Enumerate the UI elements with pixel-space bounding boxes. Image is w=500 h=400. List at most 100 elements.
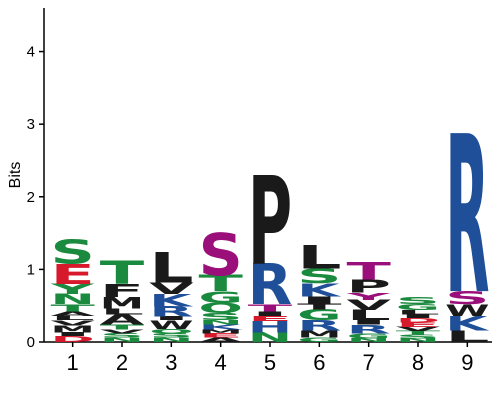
logo-letter: I	[50, 332, 94, 338]
logo-letter: S	[445, 288, 489, 309]
logo-letter: T	[198, 271, 242, 296]
logo-letter: E	[198, 332, 242, 339]
logo-letter: D	[396, 317, 440, 324]
logo-letter: T	[248, 302, 293, 314]
logo-letter: I	[297, 294, 341, 306]
logo-letter: L	[100, 307, 144, 316]
logo-letter: E	[50, 258, 94, 290]
logo-letter: S	[198, 223, 242, 290]
logo-letter: I	[396, 313, 440, 319]
x-tick-label: 4	[215, 350, 227, 375]
logo-letter: W	[149, 318, 193, 332]
logo-letter: S	[396, 334, 440, 340]
logo-letter: R	[248, 253, 292, 318]
x-tick-label: 3	[165, 350, 177, 375]
logo-letter: F	[100, 281, 144, 302]
logo-letter: P	[248, 151, 292, 293]
logo-letter: H	[248, 318, 292, 336]
logo-letter: N	[50, 292, 94, 308]
y-tick-label: 3	[27, 116, 35, 133]
logo-letter: N	[100, 336, 144, 343]
logo-letter: K	[445, 312, 490, 335]
logo-letter: A	[100, 312, 145, 328]
logo-letter: G	[346, 332, 390, 340]
logo-letter: E	[396, 321, 440, 328]
logo-letter: S	[396, 295, 440, 306]
logo-letter: V	[346, 297, 391, 313]
logo-letter: I	[346, 319, 390, 326]
logo-letter: T	[100, 323, 145, 331]
logo-letter: V	[100, 329, 145, 335]
x-tick-label: 9	[461, 350, 473, 375]
y-tick-label: 0	[27, 334, 35, 351]
logo-letter: K	[198, 323, 243, 331]
y-tick-label: 2	[27, 189, 35, 206]
logo-letter: S	[198, 311, 242, 322]
logo-letter: N	[346, 337, 390, 343]
logo-letter: W	[445, 302, 489, 320]
logo-letter: I	[248, 310, 292, 317]
logo-letter: M	[297, 328, 341, 340]
logo-letter: V	[50, 319, 95, 327]
logo-letter: R	[445, 92, 489, 343]
logo-letter: A	[50, 310, 95, 317]
y-tick-label: 1	[27, 261, 35, 278]
logo-letter: G	[297, 307, 341, 324]
logo-letter: G	[198, 288, 242, 306]
logo-letter: D	[50, 335, 94, 344]
logo-letter: E	[248, 314, 292, 322]
logo-letter: T	[50, 302, 95, 314]
x-tick-label: 7	[363, 350, 375, 375]
logo-letter: T	[100, 255, 144, 292]
logo-letter: P	[346, 276, 390, 297]
logo-letter: K	[149, 291, 194, 311]
logo-letter: A	[198, 336, 243, 343]
logo-letter: S	[149, 332, 193, 339]
logo-letter: Y	[346, 291, 392, 302]
letter-stacks: DIMVLATNYESNSVTALMFTNSQWIRKVLAEMKNSQGTSN…	[50, 92, 491, 346]
logo-letter: N	[198, 319, 242, 326]
logo-letter: V	[149, 279, 194, 298]
logo-letter: L	[149, 244, 193, 293]
x-tick-label: 8	[412, 350, 424, 375]
x-tick-label: 2	[116, 350, 128, 375]
logo-letter: K	[297, 280, 341, 301]
logo-letter: S	[297, 265, 341, 288]
logo-letter: Y	[50, 281, 95, 297]
logo-letter: N	[396, 337, 440, 343]
logo-letter: L	[346, 307, 390, 323]
logo-letter: L	[297, 239, 341, 276]
logo-letter: Q	[149, 328, 193, 335]
x-tick-label: 5	[264, 350, 276, 375]
logo-letter: L	[50, 315, 94, 322]
logo-letter: L	[396, 309, 440, 316]
logo-letter: S	[50, 233, 94, 272]
x-tick-label: 6	[313, 350, 325, 375]
logo-letter: T	[346, 258, 391, 286]
logo-letter: V	[396, 326, 441, 333]
y-tick-labels: 0 1 2 3 4	[27, 44, 44, 351]
logo-letter: S	[100, 332, 144, 339]
logo-letter: M	[50, 323, 94, 335]
logo-letter: N	[149, 336, 193, 343]
logo-letter: T	[396, 330, 441, 336]
logo-letter: T	[297, 302, 342, 311]
logo-letter: I	[149, 316, 193, 322]
x-tick-labels: 1 2 3 4 5 6 7 8 9	[67, 342, 473, 375]
logo-letter: R	[346, 322, 390, 336]
logo-letter: L	[445, 327, 489, 346]
logo-letter: Q	[198, 301, 242, 317]
logo-letter: N	[248, 330, 292, 345]
logo-letter: R	[297, 317, 341, 333]
logo-letter: M	[198, 329, 242, 335]
y-axis-title: Bits	[7, 162, 24, 189]
